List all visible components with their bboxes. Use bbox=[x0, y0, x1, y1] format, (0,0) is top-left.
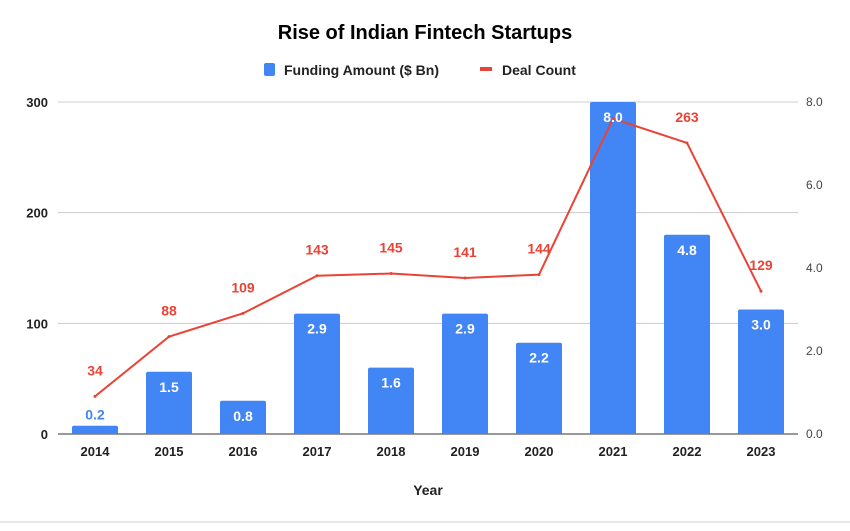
legend-swatch-funding bbox=[264, 63, 275, 76]
deal-count-point bbox=[389, 272, 393, 276]
bar-label: 4.8 bbox=[677, 242, 697, 258]
line-label: 129 bbox=[749, 257, 773, 273]
x-axis-tick-label: 2014 bbox=[81, 444, 111, 459]
bar-2015 bbox=[146, 371, 192, 434]
bar-label: 1.5 bbox=[159, 379, 179, 395]
line-label: 144 bbox=[527, 241, 551, 257]
bar-label: 0.2 bbox=[85, 407, 105, 423]
bar-2017 bbox=[294, 313, 340, 434]
chart-title: Rise of Indian Fintech Startups bbox=[278, 22, 572, 44]
deal-count-point bbox=[315, 274, 319, 278]
deal-count-point bbox=[167, 335, 171, 339]
left-axis-tick-label: 200 bbox=[26, 206, 48, 221]
bar-2019 bbox=[442, 313, 488, 434]
bar-label: 2.9 bbox=[307, 321, 327, 337]
x-axis-tick-label: 2020 bbox=[525, 444, 554, 459]
x-axis-tick-label: 2021 bbox=[599, 444, 628, 459]
bar-2014 bbox=[72, 425, 118, 434]
bar-label: 3.0 bbox=[751, 317, 771, 333]
deal-count-point bbox=[93, 394, 97, 398]
x-axis-tick-label: 2016 bbox=[229, 444, 258, 459]
bar-2020 bbox=[516, 342, 562, 434]
x-axis-tick-label: 2015 bbox=[155, 444, 184, 459]
x-axis-tick-label: 2023 bbox=[747, 444, 776, 459]
line-label: 141 bbox=[453, 244, 477, 260]
deal-count-point bbox=[241, 311, 245, 315]
legend-label-funding: Funding Amount ($ Bn) bbox=[284, 62, 439, 78]
bar-2023 bbox=[738, 309, 784, 434]
deal-count-point bbox=[463, 276, 467, 280]
line-label: 143 bbox=[305, 242, 329, 258]
legend-label-deals: Deal Count bbox=[502, 62, 576, 78]
right-axis-tick-label: 0.0 bbox=[806, 427, 823, 441]
legend-swatch-deals bbox=[480, 67, 492, 71]
line-label: 88 bbox=[161, 303, 177, 319]
left-axis-tick-label: 100 bbox=[26, 316, 48, 331]
line-label: 34 bbox=[87, 362, 103, 378]
left-axis-tick-label: 300 bbox=[26, 95, 48, 110]
deal-count-point bbox=[611, 117, 615, 121]
bar-2018 bbox=[368, 367, 414, 434]
x-axis-tick-label: 2019 bbox=[451, 444, 480, 459]
bar-2016 bbox=[220, 400, 266, 434]
left-axis-tick-label: 0 bbox=[41, 427, 48, 442]
deal-count-point bbox=[537, 273, 541, 277]
x-axis-tick-label: 2018 bbox=[377, 444, 406, 459]
bar-label: 2.2 bbox=[529, 350, 549, 366]
bar-label: 2.9 bbox=[455, 321, 475, 337]
bar-label: 0.8 bbox=[233, 408, 253, 424]
right-axis-tick-label: 8.0 bbox=[806, 95, 823, 109]
deal-count-line bbox=[94, 117, 762, 398]
line-label: 109 bbox=[231, 279, 255, 295]
bar-label: 1.6 bbox=[381, 375, 401, 391]
right-axis-tick-label: 6.0 bbox=[806, 178, 823, 192]
bar-label: 8.0 bbox=[603, 109, 623, 125]
right-axis-tick-label: 4.0 bbox=[806, 261, 823, 275]
line-label: 263 bbox=[675, 109, 699, 125]
deal-count-point bbox=[759, 289, 763, 293]
x-axis-tick-label: 2022 bbox=[673, 444, 702, 459]
x-axis-title: Year bbox=[413, 482, 443, 498]
bar-2021 bbox=[590, 102, 636, 434]
bar-2022 bbox=[664, 234, 710, 434]
x-axis-tick-label: 2017 bbox=[303, 444, 332, 459]
right-axis-tick-label: 2.0 bbox=[806, 344, 823, 358]
deal-count-point bbox=[685, 141, 689, 145]
line-label: 145 bbox=[379, 240, 403, 256]
legend: Funding Amount ($ Bn) Deal Count bbox=[264, 62, 576, 78]
